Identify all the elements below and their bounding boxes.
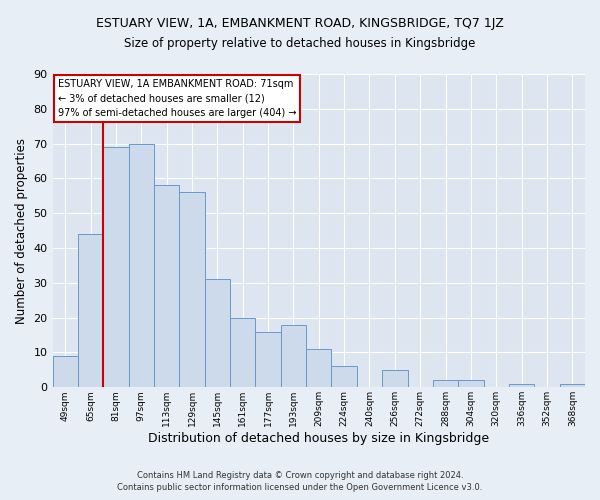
Bar <box>458 380 484 388</box>
Bar <box>103 147 128 388</box>
Bar <box>179 192 205 388</box>
Text: Contains HM Land Registry data © Crown copyright and database right 2024.
Contai: Contains HM Land Registry data © Crown c… <box>118 471 482 492</box>
Bar <box>230 318 256 388</box>
Text: Size of property relative to detached houses in Kingsbridge: Size of property relative to detached ho… <box>124 38 476 51</box>
Y-axis label: Number of detached properties: Number of detached properties <box>15 138 28 324</box>
Bar <box>154 186 179 388</box>
Bar <box>53 356 78 388</box>
Text: ESTUARY VIEW, 1A, EMBANKMENT ROAD, KINGSBRIDGE, TQ7 1JZ: ESTUARY VIEW, 1A, EMBANKMENT ROAD, KINGS… <box>96 18 504 30</box>
Bar <box>382 370 407 388</box>
Bar <box>78 234 103 388</box>
Bar <box>509 384 534 388</box>
Text: ESTUARY VIEW, 1A EMBANKMENT ROAD: 71sqm
← 3% of detached houses are smaller (12): ESTUARY VIEW, 1A EMBANKMENT ROAD: 71sqm … <box>58 78 296 118</box>
Bar <box>331 366 357 388</box>
Bar <box>128 144 154 388</box>
Bar <box>433 380 458 388</box>
Bar <box>281 324 306 388</box>
Bar <box>306 349 331 388</box>
Bar <box>256 332 281 388</box>
X-axis label: Distribution of detached houses by size in Kingsbridge: Distribution of detached houses by size … <box>148 432 490 445</box>
Bar <box>560 384 585 388</box>
Bar <box>205 280 230 388</box>
